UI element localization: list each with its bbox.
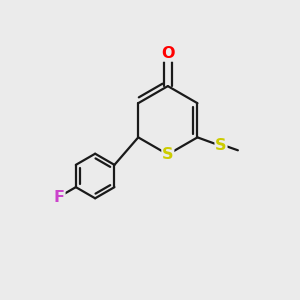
Text: F: F — [54, 190, 65, 205]
Text: O: O — [161, 46, 175, 61]
Text: S: S — [215, 138, 227, 153]
Text: S: S — [162, 147, 174, 162]
